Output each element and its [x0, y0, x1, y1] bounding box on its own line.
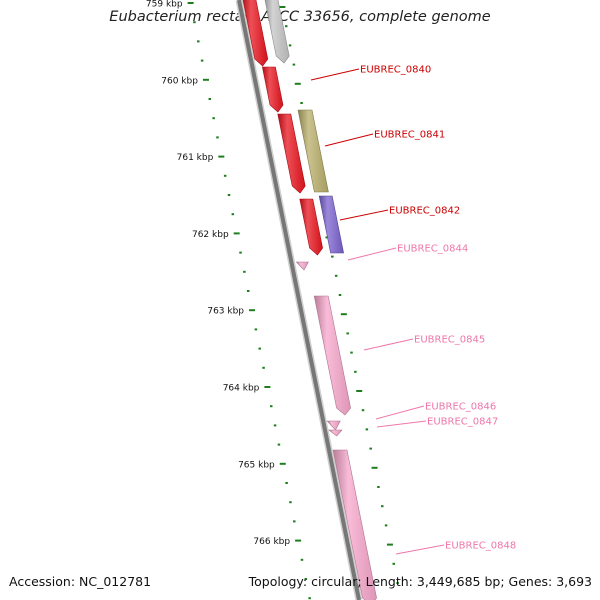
gene-pink-small-b[interactable] [326, 420, 341, 431]
gene-label[interactable]: EUBREC_0844 [397, 244, 468, 255]
kbp-label: 759 kbp [146, 0, 183, 10]
kbp-label: 760 kbp [161, 76, 198, 86]
gene-label[interactable]: EUBREC_0842 [389, 206, 460, 217]
kbp-label: 765 kbp [238, 460, 275, 470]
gene-red-a[interactable] [242, 0, 269, 67]
kbp-label: 763 kbp [207, 307, 244, 317]
kbp-scale-labels: 759 kbp 760 kbp 761 kbp 762 kbp 763 kbp 764 k… [146, 0, 290, 547]
gene-pink-small-c[interactable] [328, 429, 343, 437]
accession-text: Accession: NC_012781 [9, 574, 152, 589]
kbp-label: 761 kbp [177, 153, 214, 163]
label-leader-line [310, 68, 360, 81]
label-leader-line [339, 209, 389, 221]
gene-label[interactable]: EUBREC_0840 [360, 65, 431, 76]
label-leader-line [347, 247, 397, 261]
gene-pink-long-a[interactable] [313, 295, 351, 416]
tick-row-inner [187, 2, 311, 600]
gene-label[interactable]: EUBREC_0846 [425, 402, 496, 413]
gene-red-b[interactable] [262, 66, 284, 113]
genome-backbone [235, 0, 363, 600]
kbp-label: 766 kbp [253, 537, 290, 547]
kbp-label: 764 kbp [223, 384, 260, 394]
label-leader-line [363, 338, 414, 351]
gene-red-c[interactable] [277, 113, 306, 194]
gene-gray[interactable] [264, 0, 290, 64]
genome-summary: Topology: circular; Length: 3,449,685 bp… [248, 574, 592, 589]
gene-pink-long-b[interactable] [332, 449, 377, 600]
gene-pink-small-a[interactable] [295, 261, 309, 271]
label-leader-line [376, 420, 427, 428]
gene-label[interactable]: EUBREC_0845 [414, 335, 485, 346]
gene-label[interactable]: EUBREC_0848 [445, 541, 516, 552]
label-leader-line [375, 405, 425, 420]
map-title: Eubacterium rectale ATCC 33656, complete… [109, 9, 491, 25]
label-leader-line [324, 133, 374, 147]
gene-red-d[interactable] [299, 198, 323, 256]
kbp-label: 762 kbp [192, 230, 229, 240]
label-leader-line [395, 544, 445, 555]
gene-purple[interactable] [318, 195, 344, 254]
gene-label[interactable]: EUBREC_0847 [427, 417, 498, 428]
gene-features [242, 0, 377, 600]
gene-label[interactable]: EUBREC_0841 [374, 130, 445, 141]
gene-labels: EUBREC_0840 EUBREC_0841 EUBREC_0842 EUBREC_… [310, 65, 516, 555]
gene-olive[interactable] [297, 109, 329, 193]
backbone-line [237, 0, 361, 600]
